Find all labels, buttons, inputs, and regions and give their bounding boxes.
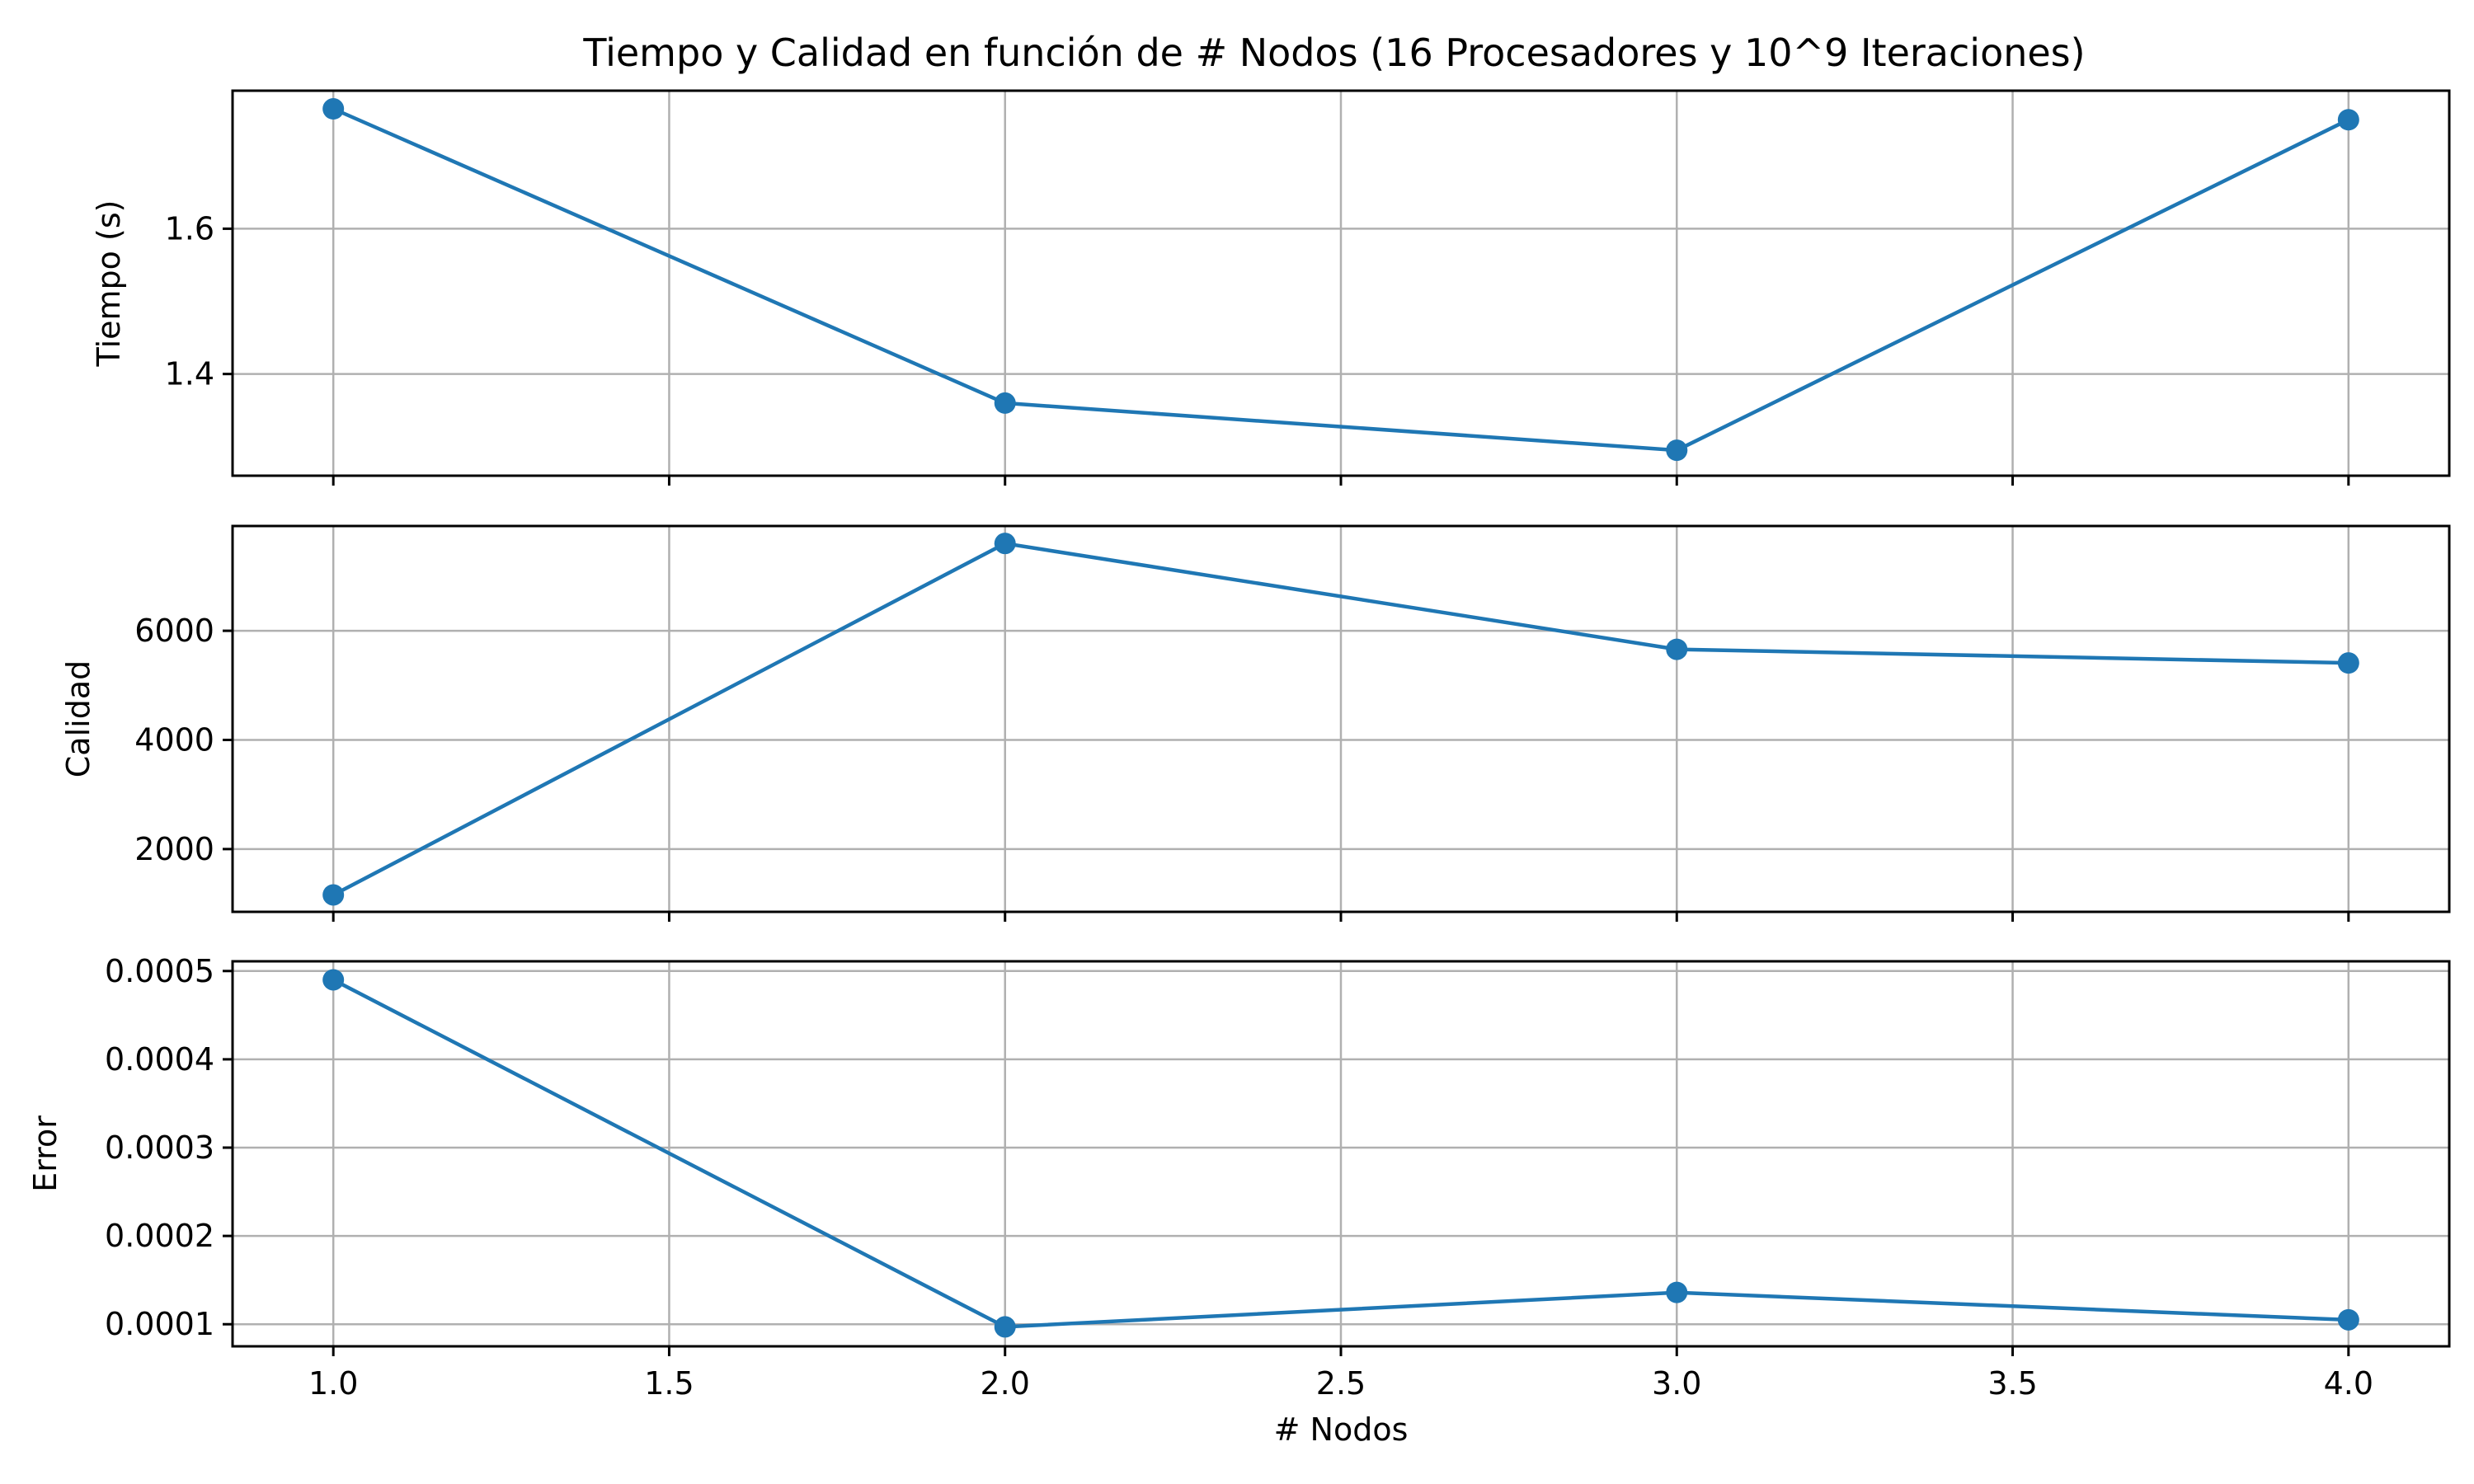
axes-frame xyxy=(231,89,2451,477)
x-axis-label: # Nodos xyxy=(1274,1411,1409,1448)
x-tick-label: 3.0 xyxy=(1652,1365,1701,1402)
data-point xyxy=(1666,439,1688,462)
y-tick-label: 0.0002 xyxy=(105,1218,214,1254)
y-axis-label: Calidad xyxy=(60,660,96,777)
data-point xyxy=(322,969,345,991)
data-point xyxy=(1666,1281,1688,1303)
subplot-panel-2: 2000 4000 6000 Calidad xyxy=(60,524,2451,922)
y-tick-label: 0.0005 xyxy=(105,953,214,989)
y-tick-label: 2000 xyxy=(134,831,214,867)
x-tick-label: 4.0 xyxy=(2324,1365,2373,1402)
y-tick-label: 0.0001 xyxy=(105,1306,214,1342)
y-axis-label: Error xyxy=(27,1115,63,1192)
y-tick-label: 4000 xyxy=(134,721,214,758)
axes-frame xyxy=(231,960,2451,1348)
data-point xyxy=(2337,109,2359,131)
series-line xyxy=(332,106,2349,453)
data-point xyxy=(994,1316,1016,1338)
x-tick-label: 1.5 xyxy=(644,1365,694,1402)
series-line xyxy=(332,541,2349,897)
data-point xyxy=(1666,638,1688,660)
data-point xyxy=(322,98,345,120)
data-point xyxy=(2337,1308,2359,1331)
y-tick-label: 0.0003 xyxy=(105,1129,214,1166)
y-tick-label: 6000 xyxy=(134,613,214,649)
data-point xyxy=(2337,652,2359,674)
axes-frame xyxy=(231,524,2451,913)
x-tick-label: 1.0 xyxy=(308,1365,358,1402)
y-tick-label: 0.0004 xyxy=(105,1041,214,1078)
data-point xyxy=(994,392,1016,414)
x-tick-label: 2.5 xyxy=(1316,1365,1366,1402)
subplot-panel-1: 1.4 1.6 Tiempo (s) xyxy=(91,89,2451,486)
chart-title: Tiempo y Calidad en función de # Nodos (… xyxy=(582,31,2085,75)
y-tick-label: 1.6 xyxy=(165,210,214,247)
x-tick-label: 3.5 xyxy=(1987,1365,2037,1402)
data-point xyxy=(994,533,1016,555)
y-axis-label: Tiempo (s) xyxy=(91,200,127,368)
y-tick-label: 1.4 xyxy=(165,356,214,392)
x-tick-label: 2.0 xyxy=(981,1365,1030,1402)
data-point xyxy=(322,884,345,906)
subplot-panel-3: 1.0 1.5 2.0 2.5 3.0 3.5 4.0 0.0001 0.0002 0.0003 0… xyxy=(27,953,2451,1402)
series-line xyxy=(332,978,2349,1329)
